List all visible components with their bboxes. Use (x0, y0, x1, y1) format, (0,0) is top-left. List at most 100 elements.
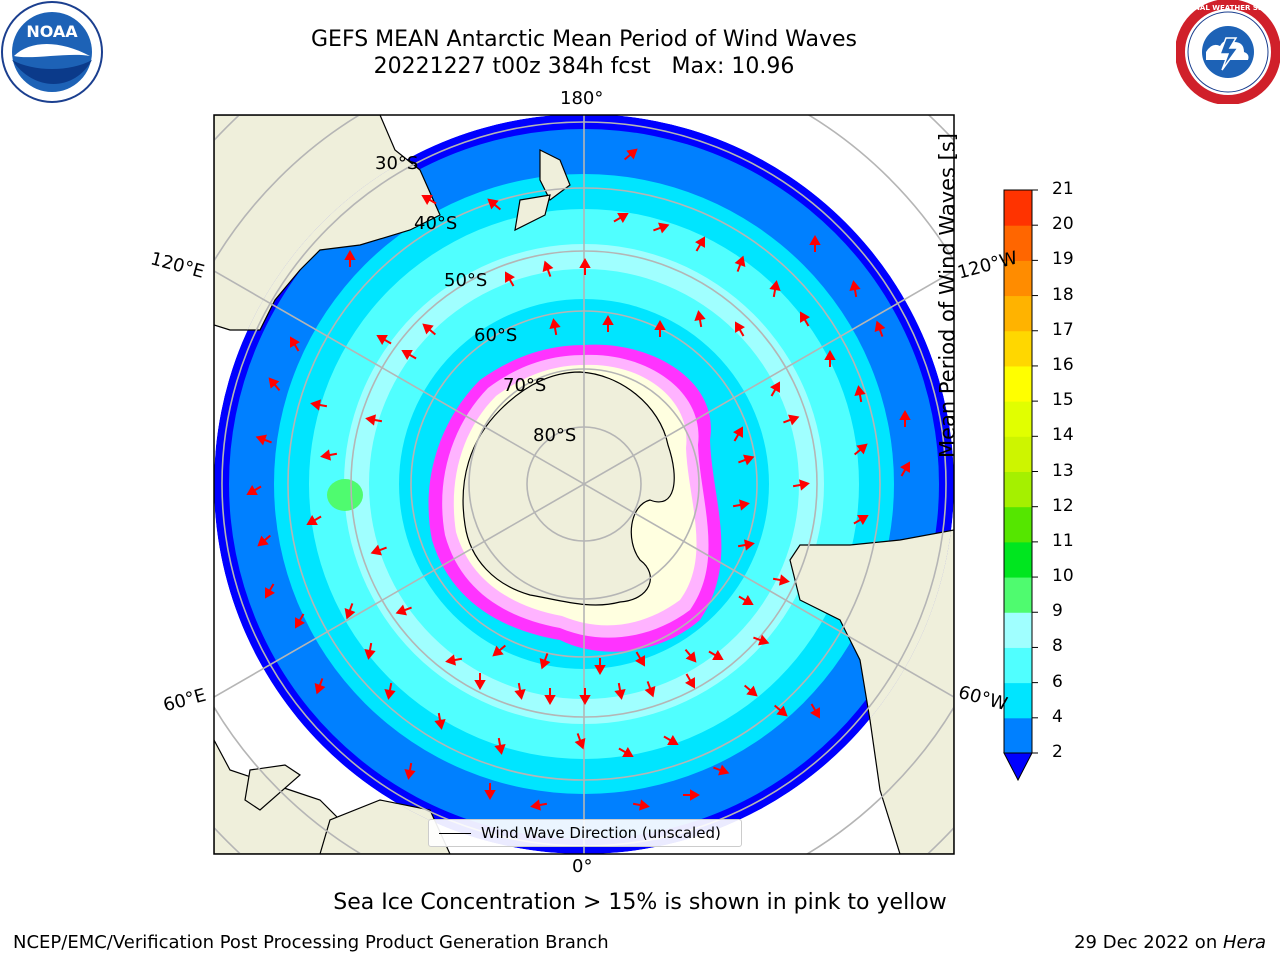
colorbar-segment (1004, 225, 1032, 261)
arrow (364, 642, 376, 660)
arrow (792, 479, 810, 491)
noaa-logo-text: NOAA (26, 22, 78, 41)
colorbar-segment (1004, 717, 1032, 754)
lat-label-40s: 40°S (414, 213, 458, 234)
lat-label-60s: 60°S (474, 325, 518, 346)
colorbar-tick-label: 14 (1052, 425, 1074, 446)
arrow (684, 648, 697, 663)
arrow (738, 454, 755, 466)
lat-label-80s: 80°S (533, 425, 577, 446)
colorbar-tick-label: 17 (1052, 319, 1074, 340)
colorbar-tick-label: 6 (1052, 671, 1063, 692)
arrow (809, 234, 821, 252)
arrow (395, 604, 412, 616)
arrow (294, 613, 305, 629)
noaa-logo: NOAA (1, 1, 103, 103)
arrow (376, 334, 392, 345)
arrow (738, 595, 754, 606)
colorbar-tick-label: 20 (1052, 214, 1074, 235)
arrow (618, 747, 634, 758)
colorbar-tick-label: 2 (1052, 742, 1063, 762)
arrow (549, 318, 561, 336)
arrow (853, 514, 869, 525)
lat-label-30s: 30°S (375, 153, 419, 174)
arrow (713, 764, 730, 776)
nws-logo: NATIONAL WEATHER SERVICE (1176, 0, 1280, 104)
arrow (365, 414, 383, 426)
arrow (737, 539, 755, 551)
colorbar-tick-label: 19 (1052, 249, 1074, 270)
arrow (695, 236, 706, 252)
chart-title: GEFS MEAN Antarctic Mean Period of Wind … (311, 27, 857, 52)
arrow (743, 684, 758, 697)
colorbar-tick-label: 9 (1052, 601, 1063, 622)
colorbar-tick-label: 16 (1052, 354, 1074, 375)
colorbar (1003, 189, 1038, 782)
arrow (899, 409, 911, 427)
arrow (487, 198, 502, 211)
lat-label-70s: 70°S (503, 375, 547, 396)
colorbar-tick-label: 12 (1052, 495, 1074, 516)
arrow (753, 634, 770, 646)
colorbar-tick-label: 18 (1052, 284, 1074, 305)
colorbar-segment (1004, 577, 1032, 613)
legend-line-swatch (439, 832, 471, 834)
footer-date-text: 29 Dec 2022 on (1074, 932, 1223, 953)
lon-label-180: 180° (560, 88, 604, 109)
arrow (685, 673, 696, 689)
footer-host: Hera (1222, 932, 1266, 953)
arrow (320, 449, 338, 461)
madagascar-land (244, 764, 301, 811)
colorbar-segment (1004, 541, 1032, 578)
arrow (708, 650, 724, 661)
colorbar-segment (1004, 612, 1032, 648)
arrow (268, 377, 281, 392)
arrow (799, 311, 810, 327)
arrow (422, 323, 437, 336)
colorbar-tick-label: 4 (1052, 706, 1063, 727)
arrow (384, 682, 396, 700)
colorbar-segment (1004, 330, 1032, 367)
colorbar-tick-label: 15 (1052, 390, 1074, 411)
arrow (644, 681, 656, 698)
arrow (484, 783, 496, 801)
arrow (289, 336, 300, 352)
colorbar-tick-label: 10 (1052, 566, 1074, 587)
arrow (772, 574, 790, 586)
colorbar-label: Mean Period of Wind Waves [s] (935, 133, 960, 458)
arrow (853, 443, 868, 456)
wind-arrows (246, 148, 911, 811)
legend: Wind Wave Direction (unscaled) (428, 819, 742, 847)
arrow (602, 314, 614, 332)
arrow (770, 381, 781, 397)
chart-subtitle: 20221227 t00z 384h fcst Max: 10.96 (373, 54, 795, 79)
arrow (732, 499, 750, 511)
arrow (504, 271, 515, 287)
legend-label: Wind Wave Direction (unscaled) (481, 824, 721, 842)
colorbar-segment (1004, 471, 1032, 508)
nws-logo-text: NATIONAL WEATHER SERVICE (1176, 4, 1280, 12)
colorbar-tick-label: 21 (1052, 179, 1074, 199)
arrow (810, 703, 821, 719)
lat-label-50s: 50°S (444, 270, 488, 291)
arrow (773, 704, 788, 717)
colorbar-under-triangle (1003, 752, 1033, 782)
arrow (734, 321, 745, 337)
colorbar-tick-label: 11 (1052, 530, 1074, 551)
arrow (494, 737, 506, 755)
arrow (445, 654, 463, 666)
arrow (544, 688, 556, 706)
arrow (663, 735, 679, 746)
arrow (654, 319, 666, 337)
colorbar-segment (1004, 506, 1032, 543)
arrow (257, 534, 272, 547)
arrow (421, 194, 437, 205)
colorbar-tick-label: 13 (1052, 460, 1074, 481)
arrow (474, 673, 486, 691)
colorbar-segment (1004, 401, 1032, 437)
arrow (492, 644, 507, 657)
arrow (530, 799, 548, 811)
arrow (900, 461, 911, 477)
arrow (370, 544, 387, 556)
arrow (344, 249, 356, 267)
